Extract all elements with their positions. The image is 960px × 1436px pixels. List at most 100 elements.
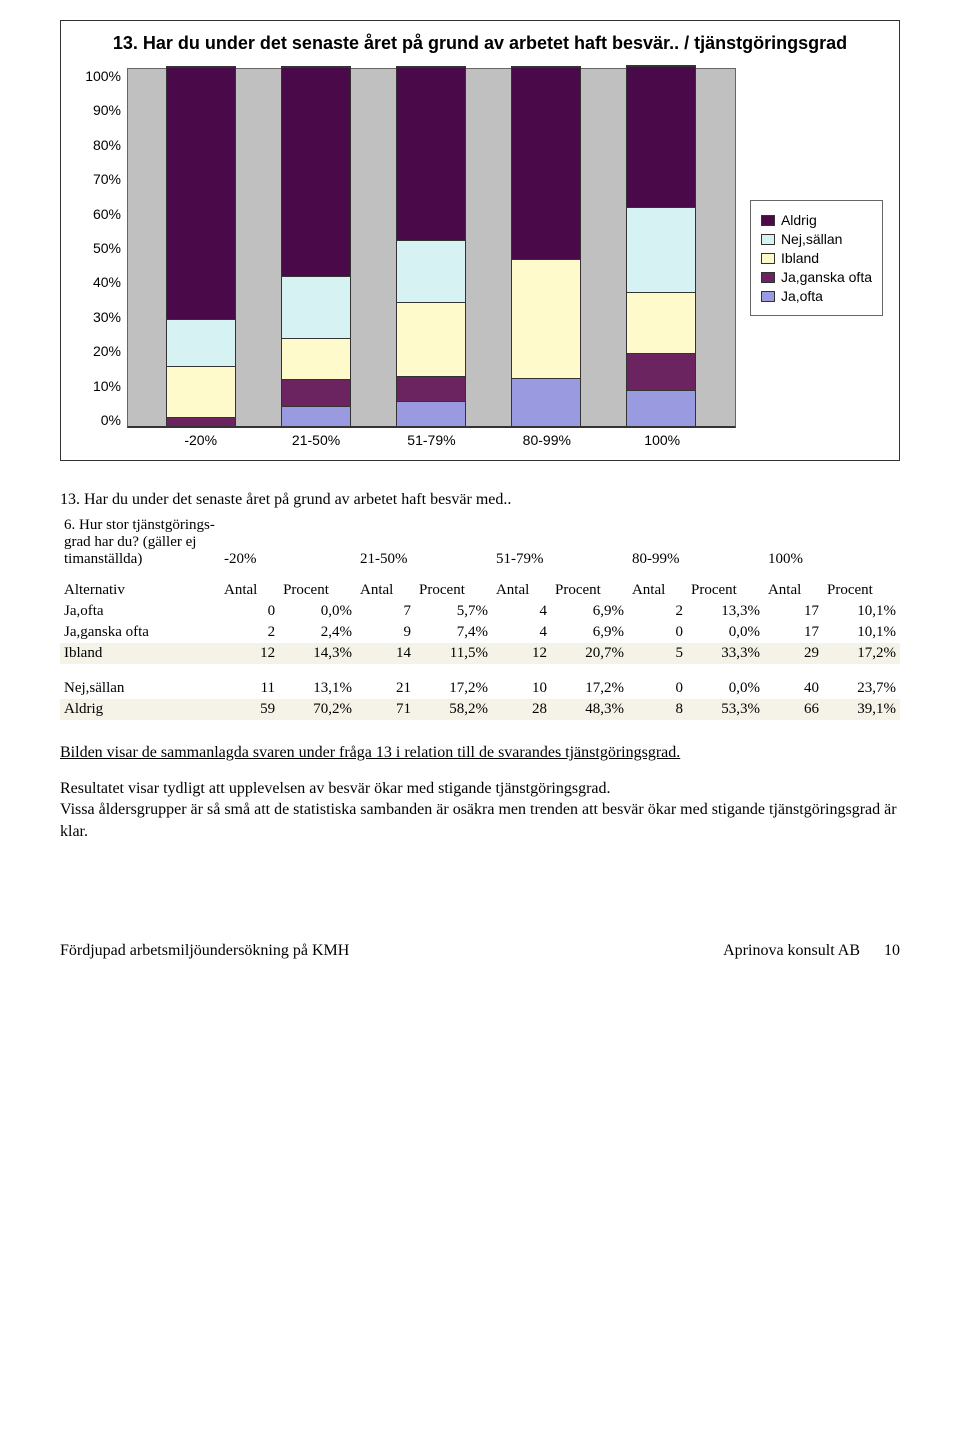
table-row: Ja,ofta00,0%75,7%46,9%213,3%1710,1% bbox=[60, 601, 900, 622]
table-sub-header: Antal bbox=[764, 580, 823, 601]
table-row-name: Nej,sällan bbox=[60, 678, 220, 699]
table-cell: 66 bbox=[764, 699, 823, 720]
table-row: Aldrig5970,2%7158,2%2848,3%853,3%6639,1% bbox=[60, 699, 900, 720]
table-group-header: 80-99% bbox=[628, 511, 764, 570]
table-sub-header: Procent bbox=[551, 580, 628, 601]
table-cell: 13,1% bbox=[279, 678, 356, 699]
table-cell: 23,7% bbox=[823, 678, 900, 699]
legend-swatch bbox=[761, 215, 775, 226]
legend-swatch bbox=[761, 253, 775, 264]
bar-segment bbox=[397, 401, 465, 426]
x-tick: 21-50% bbox=[281, 432, 351, 448]
table-cell: 6,9% bbox=[551, 622, 628, 643]
table-cell: 0,0% bbox=[279, 601, 356, 622]
table-cell: 8 bbox=[628, 699, 687, 720]
table-cell: 2,4% bbox=[279, 622, 356, 643]
y-tick: 40% bbox=[77, 274, 121, 290]
table-cell: 71 bbox=[356, 699, 415, 720]
bar-segment bbox=[282, 379, 350, 406]
table-cell: 29 bbox=[764, 643, 823, 664]
legend-item: Ja,ofta bbox=[761, 288, 872, 304]
legend-label: Nej,sällan bbox=[781, 231, 842, 247]
bar bbox=[511, 66, 581, 426]
table-cell: 59 bbox=[220, 699, 279, 720]
table-cell: 0 bbox=[628, 622, 687, 643]
bar bbox=[396, 66, 466, 426]
table-cell: 2 bbox=[628, 601, 687, 622]
table-cell: 10,1% bbox=[823, 601, 900, 622]
table-cell: 7 bbox=[356, 601, 415, 622]
table-sub-header: Procent bbox=[687, 580, 764, 601]
table-sub-header: Antal bbox=[628, 580, 687, 601]
legend: Aldrig Nej,sällan Ibland Ja,ganska ofta Ja,o… bbox=[750, 200, 883, 316]
table-row-name: Ja,ofta bbox=[60, 601, 220, 622]
x-tick: 100% bbox=[627, 432, 697, 448]
y-tick: 80% bbox=[77, 137, 121, 153]
bar-segment bbox=[627, 66, 695, 206]
table-cell: 70,2% bbox=[279, 699, 356, 720]
x-tick: 80-99% bbox=[512, 432, 582, 448]
bar-segment bbox=[512, 259, 580, 379]
table-row: Ja,ganska ofta22,4%97,4%46,9%00,0%1710,1… bbox=[60, 622, 900, 643]
table-cell: 11,5% bbox=[415, 643, 492, 664]
body-text: Bilden visar de sammanlagda svaren under… bbox=[60, 742, 900, 842]
bar bbox=[166, 66, 236, 426]
chart-title: 13. Har du under det senaste året på gru… bbox=[77, 33, 883, 54]
legend-swatch bbox=[761, 291, 775, 302]
bar-segment bbox=[167, 67, 235, 319]
table-cell: 2 bbox=[220, 622, 279, 643]
legend-item: Aldrig bbox=[761, 212, 872, 228]
table-sub-header: Procent bbox=[415, 580, 492, 601]
bar-segment bbox=[627, 353, 695, 389]
table-group-header: 21-50% bbox=[356, 511, 492, 570]
table-cell: 14 bbox=[356, 643, 415, 664]
y-tick: 90% bbox=[77, 102, 121, 118]
table-row-name: Aldrig bbox=[60, 699, 220, 720]
bar-segment bbox=[397, 376, 465, 401]
table-cell: 0,0% bbox=[687, 622, 764, 643]
page-footer: Fördjupad arbetsmiljöundersökning på KMH… bbox=[60, 942, 900, 960]
table-cell: 14,3% bbox=[279, 643, 356, 664]
table-cell: 4 bbox=[492, 601, 551, 622]
y-tick: 100% bbox=[77, 68, 121, 84]
table-group-header: -20% bbox=[220, 511, 356, 570]
table-cell: 28 bbox=[492, 699, 551, 720]
y-tick: 20% bbox=[77, 343, 121, 359]
table-cell: 17 bbox=[764, 622, 823, 643]
table-sub-header: Procent bbox=[279, 580, 356, 601]
table-cell: 39,1% bbox=[823, 699, 900, 720]
table-cell: 33,3% bbox=[687, 643, 764, 664]
y-tick: 0% bbox=[77, 412, 121, 428]
legend-item: Ja,ganska ofta bbox=[761, 269, 872, 285]
table-cell: 12 bbox=[220, 643, 279, 664]
table-cell: 10,1% bbox=[823, 622, 900, 643]
table-cell: 9 bbox=[356, 622, 415, 643]
table-cell: 0 bbox=[220, 601, 279, 622]
legend-swatch bbox=[761, 234, 775, 245]
y-tick: 70% bbox=[77, 171, 121, 187]
bar-segment bbox=[397, 67, 465, 240]
table-sub-header: Antal bbox=[356, 580, 415, 601]
bar-segment bbox=[167, 319, 235, 366]
table-sub-header: Antal bbox=[492, 580, 551, 601]
table-row-name: Ibland bbox=[60, 643, 220, 664]
table-title: 13. Har du under det senaste året på gru… bbox=[60, 491, 900, 509]
bar bbox=[281, 66, 351, 426]
bar-segment bbox=[397, 240, 465, 302]
table-group-header: 51-79% bbox=[492, 511, 628, 570]
table-cell: 21 bbox=[356, 678, 415, 699]
plot-column: -20%21-50%51-79%80-99%100% bbox=[127, 68, 736, 448]
legend-item: Ibland bbox=[761, 250, 872, 266]
legend-swatch bbox=[761, 272, 775, 283]
table-cell: 17 bbox=[764, 601, 823, 622]
bar-segment bbox=[627, 292, 695, 354]
plot-area bbox=[127, 68, 736, 428]
table-cell: 5 bbox=[628, 643, 687, 664]
chart-body: 100%90%80%70%60%50%40%30%20%10%0% -20%21… bbox=[77, 68, 883, 448]
legend-label: Ja,ganska ofta bbox=[781, 269, 872, 285]
y-tick: 50% bbox=[77, 240, 121, 256]
paragraph-3: Vissa åldersgrupper är så små att de sta… bbox=[60, 801, 897, 840]
chart-container: 13. Har du under det senaste året på gru… bbox=[60, 20, 900, 461]
table-cell: 4 bbox=[492, 622, 551, 643]
table-cell: 17,2% bbox=[415, 678, 492, 699]
